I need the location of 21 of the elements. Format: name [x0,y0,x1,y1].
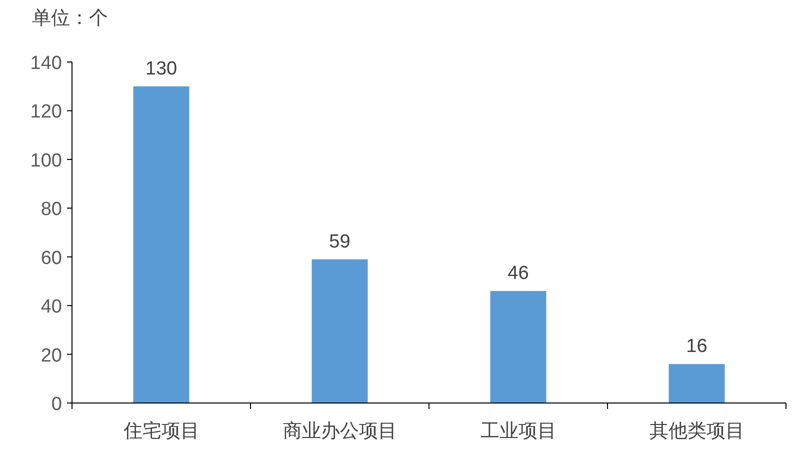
y-tick-label: 40 [40,296,62,318]
bar [668,364,725,403]
data-label: 130 [145,58,178,80]
y-tick-label: 120 [30,102,62,123]
y-tick-label: 20 [40,345,62,366]
data-label: 16 [686,336,708,358]
bar [312,259,368,403]
x-tick-label: 商业办公项目 [282,420,397,442]
data-label: 46 [508,262,529,284]
y-axis-title: 单位：个 [32,8,108,29]
y-tick-label: 80 [40,199,62,220]
bar [133,86,190,403]
data-label: 59 [329,231,350,252]
x-tick-label: 住宅项目 [122,420,200,442]
y-tick-label: 140 [30,53,62,74]
bar [490,290,546,403]
x-tick-label: 工业项目 [480,421,556,442]
x-tick-label: 其他类项目 [649,421,744,442]
y-tick-label: 0 [51,394,62,415]
y-tick-label: 100 [30,150,62,172]
y-tick-label: 60 [40,248,62,269]
